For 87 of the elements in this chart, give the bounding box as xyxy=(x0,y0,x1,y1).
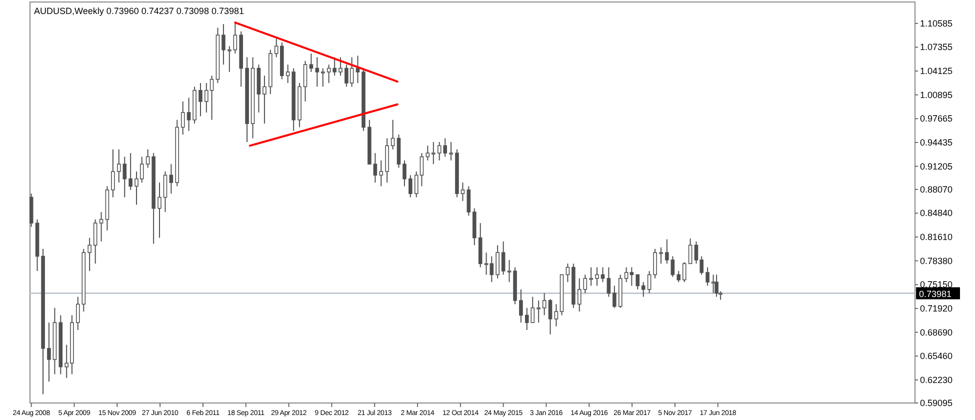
candlestick xyxy=(379,160,384,187)
candlestick xyxy=(315,56,320,88)
candlestick xyxy=(169,164,174,194)
candlestick xyxy=(390,119,395,150)
candlestick xyxy=(641,282,646,298)
candlestick xyxy=(408,174,412,198)
candlestick xyxy=(186,97,191,132)
y-tick-label: 0.78380 xyxy=(920,256,953,266)
candlestick xyxy=(309,53,314,72)
y-tick-label: 1.10585 xyxy=(920,18,953,28)
y-tick-label: 0.65460 xyxy=(920,351,953,362)
y-tick-label: 1.07355 xyxy=(920,42,953,52)
candlestick xyxy=(676,270,681,283)
candlestick xyxy=(706,266,710,286)
candlestick xyxy=(373,152,378,184)
candlestick xyxy=(99,212,104,242)
candlestick xyxy=(606,266,611,298)
candlestick xyxy=(449,141,453,161)
candlestick xyxy=(93,218,98,264)
candlestick xyxy=(542,292,546,316)
candlestick xyxy=(326,64,331,84)
candlestick xyxy=(158,182,162,238)
candlestick xyxy=(274,38,278,58)
candlestick xyxy=(600,266,605,283)
candlestick xyxy=(180,100,185,136)
candlestick xyxy=(320,68,325,88)
candlestick xyxy=(714,274,718,298)
ref-line-label: 0.73981 xyxy=(919,288,952,299)
candlestick xyxy=(222,24,226,66)
y-tick-label: 0.59095 xyxy=(920,398,953,408)
candlestick xyxy=(402,160,406,187)
y-tick-label: 1.04125 xyxy=(920,66,953,76)
y-tick-label: 0.84840 xyxy=(920,208,953,218)
y-tick-label: 0.88070 xyxy=(920,184,953,194)
candlestick xyxy=(356,55,360,84)
candlestick xyxy=(647,270,652,294)
candlestick xyxy=(595,266,599,286)
candlestick xyxy=(233,22,238,54)
candlestick xyxy=(636,274,640,290)
text: AUDUSD,Weekly 0.73960 0.74237 0.73098 0.73981 xyxy=(34,6,244,16)
candlestick xyxy=(332,56,336,76)
y-tick-label: 0.97665 xyxy=(920,114,953,124)
candlestick xyxy=(338,56,342,76)
candlestick xyxy=(286,64,290,84)
y-tick-label: 0.94435 xyxy=(920,137,953,148)
candlestick xyxy=(490,256,494,283)
candlestick xyxy=(711,274,716,294)
candlestick xyxy=(548,298,552,335)
y-tick-label: 0.81610 xyxy=(920,232,953,242)
candlestick xyxy=(146,148,150,168)
candlestick xyxy=(432,141,436,165)
candlestick xyxy=(536,300,540,324)
candlestick xyxy=(228,46,232,72)
candlestick xyxy=(589,266,593,286)
y-tick-label: 0.62230 xyxy=(920,374,953,385)
candlestick xyxy=(670,256,675,278)
candlestick xyxy=(554,304,558,327)
candlestick xyxy=(460,182,465,202)
candlestick xyxy=(163,170,168,213)
candlestick xyxy=(519,288,523,324)
candlestick xyxy=(630,266,634,286)
candlestick xyxy=(47,322,51,382)
candlestick xyxy=(198,82,202,117)
y-tick-label: 0.71920 xyxy=(920,303,953,314)
candlestick xyxy=(624,266,628,283)
candlestick xyxy=(653,248,657,279)
candlestick xyxy=(303,60,308,102)
candlestick xyxy=(466,186,471,216)
candlestick xyxy=(128,152,132,190)
candlestick xyxy=(484,252,488,276)
candlestick xyxy=(507,259,512,283)
candlestick xyxy=(496,244,500,279)
candlestick xyxy=(111,148,115,198)
candlestick xyxy=(612,285,616,308)
y-tick-label: 0.68690 xyxy=(920,327,953,338)
candlestick xyxy=(688,238,692,264)
candlestick xyxy=(262,75,266,124)
candlestick xyxy=(659,246,663,264)
candlestick xyxy=(566,263,570,283)
y-tick-label: 0.75150 xyxy=(920,280,953,290)
y-tick-label: 1.00895 xyxy=(920,90,953,100)
candlestick xyxy=(665,238,669,264)
candlestick xyxy=(501,241,506,276)
candlestick xyxy=(682,262,686,283)
candlestick xyxy=(426,145,430,161)
y-tick-label: 0.91205 xyxy=(920,161,953,172)
candlestick xyxy=(88,237,92,272)
